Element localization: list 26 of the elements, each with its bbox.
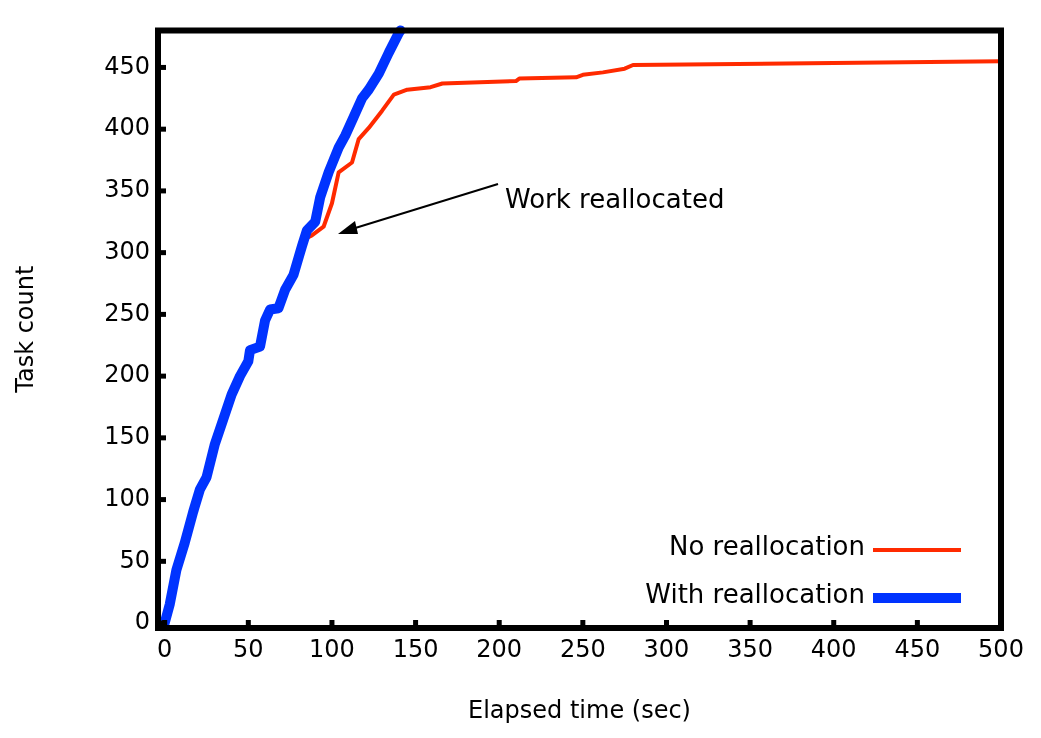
x-tick-label: 100 <box>309 634 355 663</box>
x-axis-title: Elapsed time (sec) <box>468 695 691 724</box>
annotation: Work reallocated <box>505 184 725 215</box>
x-tick-label: 350 <box>727 634 774 663</box>
x-tick-label: 500 <box>978 634 1024 663</box>
y-tick-label: 150 <box>104 422 150 451</box>
x-tick-label: 0 <box>157 634 173 663</box>
y-axis-title: Task count <box>10 265 39 394</box>
legend-label: No reallocation <box>668 530 865 561</box>
y-tick-label: 350 <box>104 175 150 204</box>
y-tick-label: 400 <box>104 113 150 142</box>
y-tick-label: 50 <box>119 545 150 574</box>
y-tick-label: 100 <box>104 483 150 512</box>
y-tick-label: 200 <box>104 360 150 389</box>
x-tick-label: 250 <box>559 634 606 663</box>
y-tick-label: 450 <box>104 51 150 80</box>
x-tick-label: 400 <box>810 634 857 663</box>
x-tick-label: 450 <box>894 634 941 663</box>
x-tick-label: 50 <box>233 634 264 663</box>
x-tick-label: 150 <box>392 634 439 663</box>
y-tick-label: 300 <box>104 236 150 265</box>
x-tick-label: 200 <box>476 634 523 663</box>
y-tick-label: 0 <box>134 607 150 636</box>
y-tick-label: 250 <box>104 298 150 327</box>
x-tick-label: 300 <box>643 634 690 663</box>
legend-label: With reallocation <box>645 578 865 609</box>
